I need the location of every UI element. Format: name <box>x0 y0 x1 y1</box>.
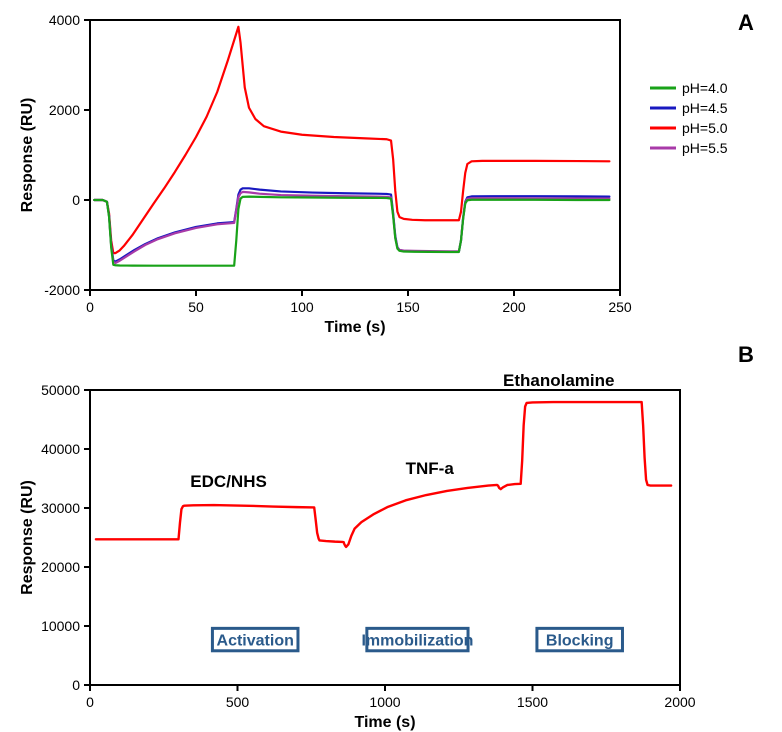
x-tick-label: 1500 <box>517 694 548 710</box>
legend-label: pH=4.5 <box>682 100 728 116</box>
y-axis-label: Response (RU) <box>19 480 36 595</box>
series-sensorgram <box>96 402 671 547</box>
y-tick-label: 4000 <box>49 12 80 28</box>
x-axis-label: Time (s) <box>324 319 385 336</box>
phase-box-label: Immobilization <box>361 633 473 650</box>
plot-frame <box>90 20 620 290</box>
annotation-label: TNF-a <box>406 459 455 478</box>
x-tick-label: 250 <box>608 299 632 315</box>
y-tick-label: 0 <box>72 677 80 693</box>
phase-box-label: Blocking <box>546 633 614 650</box>
figure-svg: 0 50 100 150 200 250 -2000 0 2000 4000 Time (s) Res… <box>0 0 782 732</box>
y-tick-label: 40000 <box>41 441 80 457</box>
legend-label: pH=4.0 <box>682 80 728 96</box>
x-tick-label: 0 <box>86 299 94 315</box>
y-tick-label: 0 <box>72 192 80 208</box>
x-tick-label: 2000 <box>664 694 695 710</box>
y-tick-label: 20000 <box>41 559 80 575</box>
x-tick-label: 150 <box>396 299 420 315</box>
y-axis-label: Response (RU) <box>19 98 36 213</box>
annotation-label: Ethanolamine <box>503 371 614 390</box>
x-tick-label: 100 <box>290 299 314 315</box>
x-axis-label: Time (s) <box>354 714 415 731</box>
legend-label: pH=5.5 <box>682 140 728 156</box>
panel-letter: B <box>738 342 754 367</box>
x-tick-label: 200 <box>502 299 526 315</box>
x-tick-label: 500 <box>226 694 250 710</box>
x-tick-label: 0 <box>86 694 94 710</box>
x-tick-label: 50 <box>188 299 204 315</box>
annotation-label: EDC/NHS <box>190 472 267 491</box>
y-tick-label: -2000 <box>44 282 80 298</box>
phase-box-label: Activation <box>217 633 294 650</box>
y-tick-label: 50000 <box>41 382 80 398</box>
x-tick-label: 1000 <box>369 694 400 710</box>
series-pH=4.0 <box>94 197 609 266</box>
legend-label: pH=5.0 <box>682 120 728 136</box>
series-pH=5.0 <box>94 27 609 253</box>
panel-letter: A <box>738 10 754 35</box>
y-tick-label: 10000 <box>41 618 80 634</box>
series-pH=5.5 <box>94 192 609 263</box>
y-tick-label: 30000 <box>41 500 80 516</box>
y-tick-label: 2000 <box>49 102 80 118</box>
